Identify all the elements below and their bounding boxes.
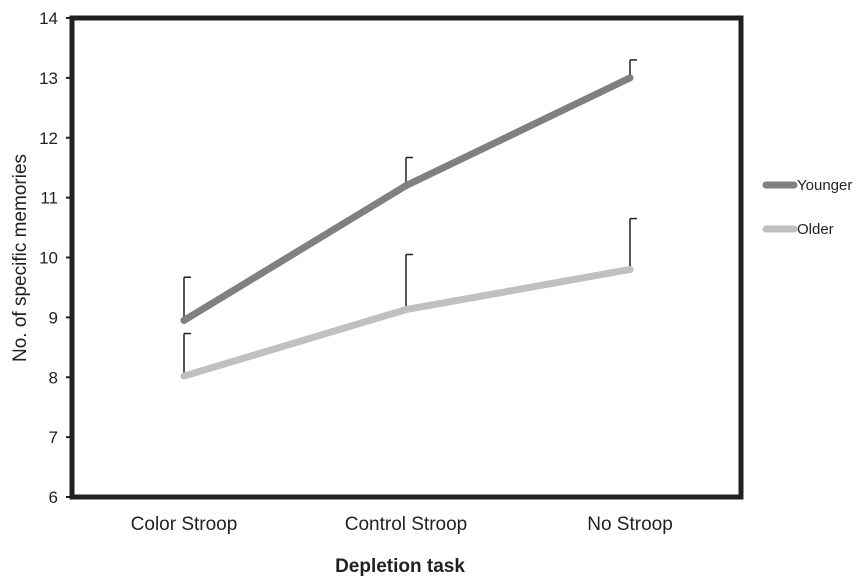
y-axis-title: No. of specific memories: [10, 154, 31, 362]
x-category-label: Control Stroop: [345, 514, 468, 535]
y-tick-label: 11: [40, 189, 58, 208]
y-axis-ticks: 6 7 8 9 10 11 12 13 14: [39, 9, 72, 507]
data-point: [180, 372, 188, 380]
series-layer: [180, 59, 637, 380]
data-point: [402, 306, 410, 314]
y-tick-label: 14: [39, 9, 58, 28]
data-point: [626, 265, 634, 273]
data-point: [402, 182, 410, 190]
x-axis-labels: Color Stroop Control Stroop No Stroop: [131, 514, 673, 535]
legend: Younger Older: [762, 177, 852, 238]
y-tick-label: 6: [49, 488, 58, 507]
y-tick-label: 8: [49, 368, 58, 387]
series-older: [180, 217, 637, 380]
x-axis-title: Depletion task: [335, 556, 465, 577]
y-tick-label: 7: [49, 428, 58, 447]
x-category-label: No Stroop: [587, 514, 673, 535]
y-tick-label: 9: [49, 308, 58, 327]
plot-frame: [69, 15, 744, 500]
data-point: [180, 316, 188, 324]
y-tick-label: 10: [39, 249, 58, 268]
series-younger: [180, 59, 637, 324]
y-tick-label: 12: [39, 129, 58, 148]
series-line-older: [180, 265, 634, 380]
y-tick-label: 13: [39, 69, 58, 88]
x-category-label: Color Stroop: [131, 514, 238, 535]
legend-label-younger: Younger: [797, 177, 852, 194]
legend-label-older: Older: [797, 221, 834, 238]
data-point: [626, 74, 634, 82]
